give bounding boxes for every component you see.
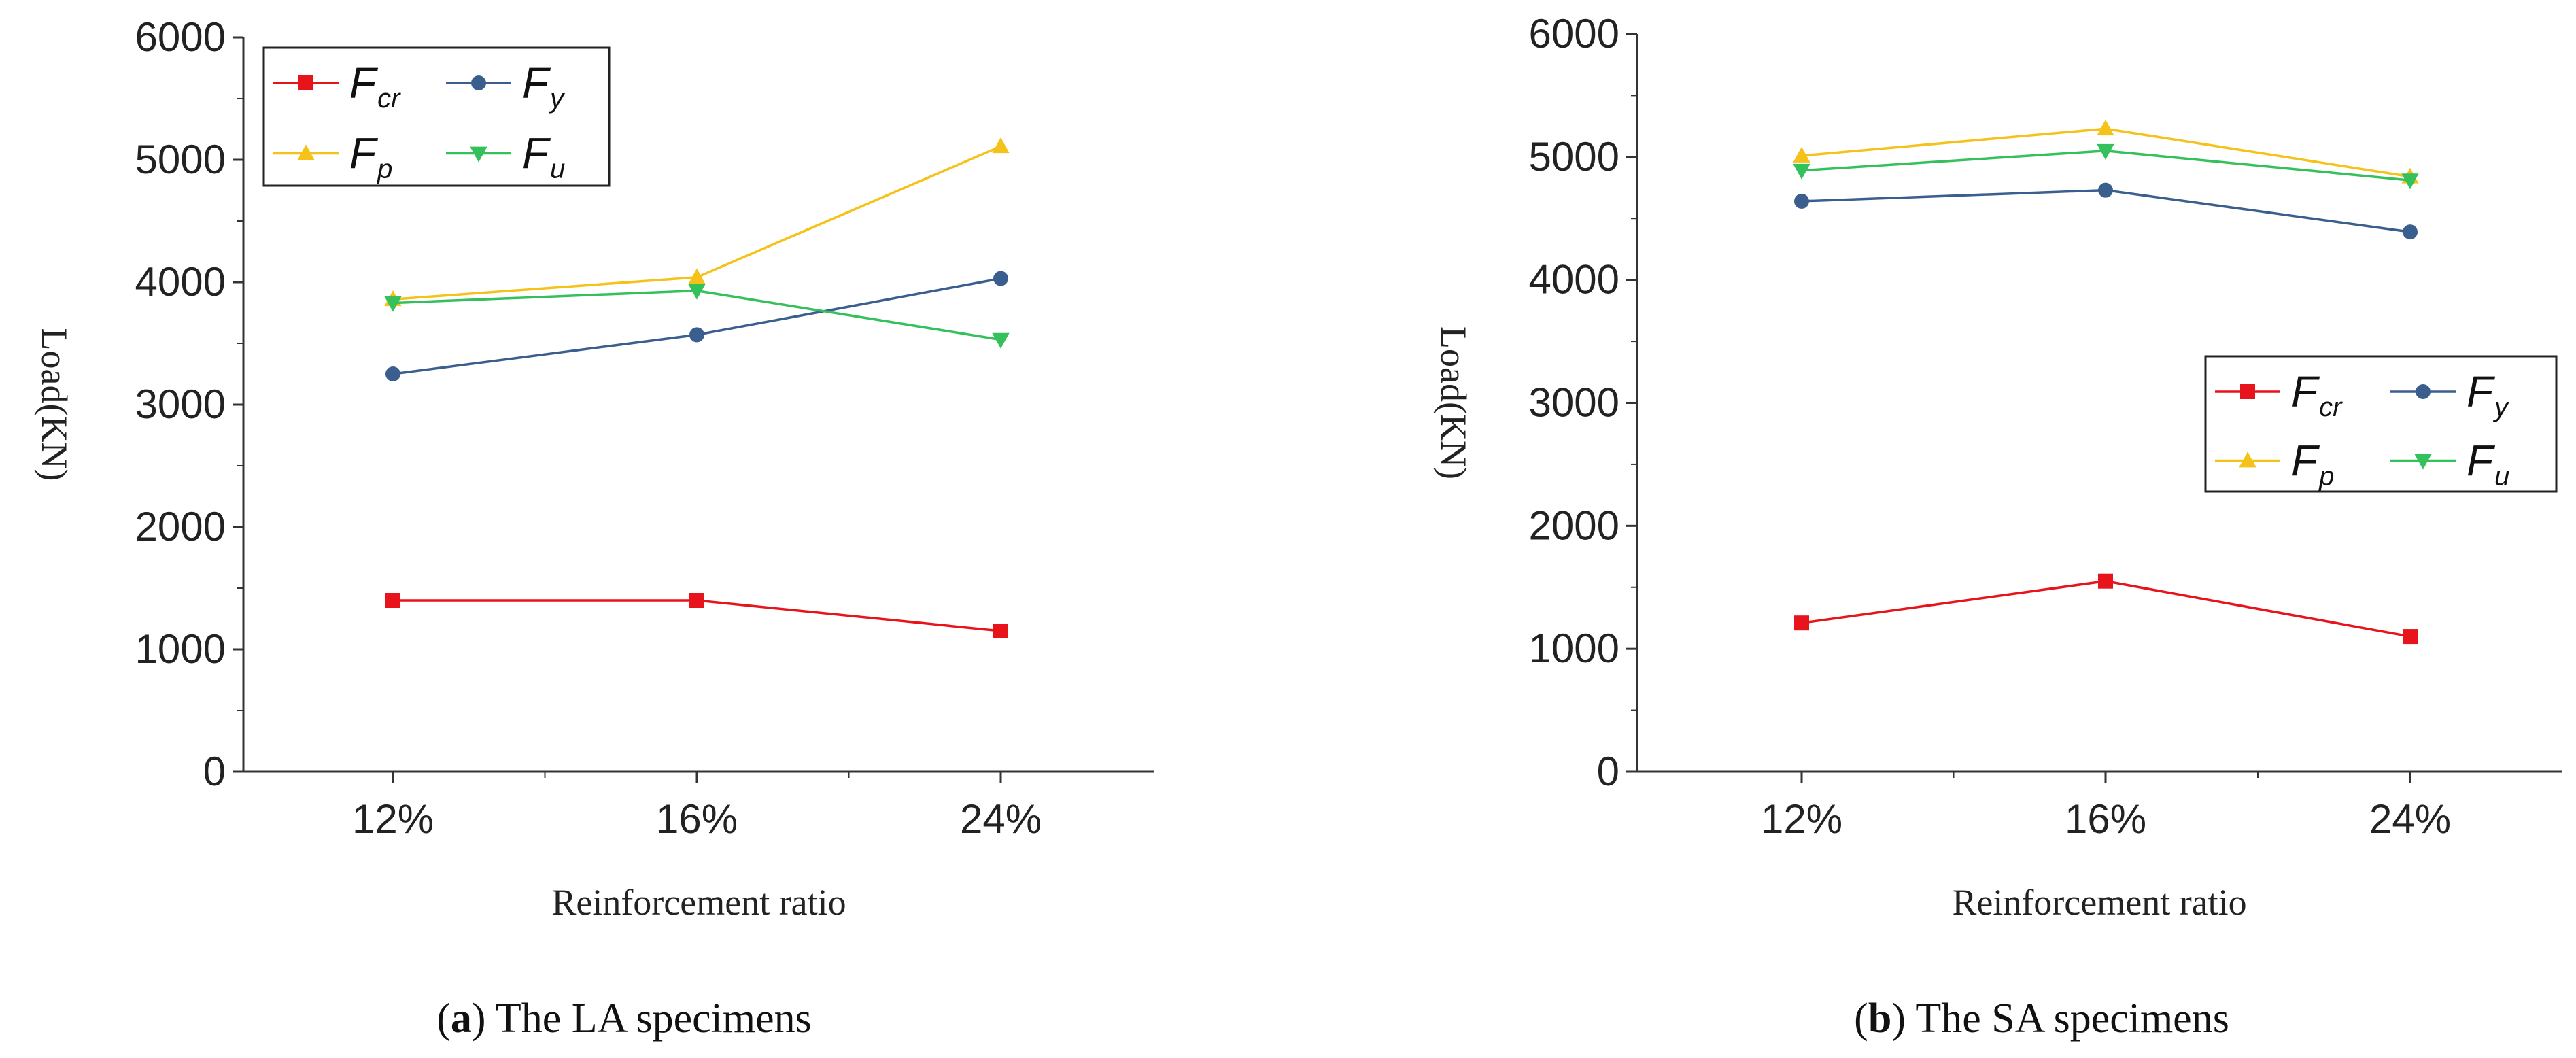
y-axis-title: Load(KN): [1433, 326, 1474, 479]
x-tick-label: 16%: [656, 796, 738, 842]
y-tick-label: 2000: [1529, 502, 1619, 548]
x-tick-label: 24%: [960, 796, 1042, 842]
y-axis-title: Load(KN): [34, 328, 75, 481]
data-point-fp: [1793, 146, 1810, 163]
y-tick-label: 1000: [135, 626, 226, 672]
y-tick-label: 2000: [135, 504, 226, 549]
x-tick-label: 12%: [1761, 796, 1842, 842]
data-point-fy: [1794, 193, 1809, 209]
legend-label: Fp: [349, 129, 392, 184]
legend-label: Fp: [2291, 437, 2334, 492]
x-tick-label: 24%: [2369, 796, 2451, 842]
x-tick-label: 16%: [2065, 796, 2146, 842]
chart-panel-b: 0 1000 2000 3000 4000 5000 6000 12% 16% 24% Reinfo…: [1433, 11, 2562, 1042]
data-point-fu: [688, 284, 706, 300]
y-tick-label: 6000: [135, 14, 226, 60]
legend-box: [262, 46, 611, 187]
panel-caption: (b) The SA specimens: [1854, 995, 2229, 1042]
x-tick-label: 12%: [352, 796, 434, 842]
data-point-fp: [2097, 120, 2114, 136]
legend-label: Fy: [2467, 367, 2510, 422]
y-tick-label: 3000: [1529, 380, 1619, 426]
data-point-fcr: [385, 593, 400, 608]
y-tick-label: 0: [203, 749, 226, 794]
legend-label: Fu: [522, 129, 565, 184]
legend-marker: [2414, 454, 2432, 470]
data-point-fy: [2098, 182, 2113, 198]
y-tick-label: 4000: [135, 259, 226, 305]
legend-label: Fcr: [349, 58, 401, 114]
legend-marker: [2239, 451, 2256, 468]
y-tick-label: 5000: [1529, 134, 1619, 180]
data-point-fcr: [993, 624, 1008, 638]
y-tick-label: 4000: [1529, 257, 1619, 303]
legend-marker: [2416, 384, 2431, 399]
data-point-fu: [2097, 143, 2114, 160]
series-line-fcr: [1801, 579, 2411, 638]
legend: Fcr Fy Fp Fu: [2204, 355, 2558, 493]
data-point-fu: [2401, 173, 2419, 190]
panel-caption: (a) The LA specimens: [436, 995, 812, 1042]
y-tick-label: 0: [1597, 749, 1619, 794]
y-tick-label: 3000: [135, 381, 226, 427]
y-tick-label: 6000: [1529, 11, 1619, 56]
legend-marker: [471, 75, 486, 90]
data-point-fy: [993, 271, 1008, 286]
data-point-fcr: [2403, 629, 2418, 645]
legend-marker: [297, 144, 315, 160]
data-point-fcr: [1794, 615, 1809, 631]
legend-marker: [470, 146, 487, 163]
legend-box: [2204, 355, 2558, 493]
data-point-fu: [1793, 163, 1810, 180]
data-point-fcr: [689, 593, 704, 608]
legend: Fcr Fy Fp Fu: [262, 46, 611, 187]
y-tick-label: 5000: [135, 137, 226, 182]
x-axis-title: Reinforcement ratio: [1952, 882, 2246, 923]
data-point-fu: [384, 296, 402, 312]
data-point-fcr: [2098, 573, 2113, 589]
legend-label: Fy: [522, 58, 566, 114]
legend-marker: [2240, 384, 2255, 399]
data-point-fp: [992, 137, 1010, 154]
data-point-fp: [688, 268, 706, 284]
x-axis-title: Reinforcement ratio: [551, 882, 846, 923]
data-point-fy: [2403, 224, 2418, 240]
data-point-fu: [992, 332, 1010, 349]
legend-label: Fcr: [2291, 367, 2343, 422]
data-point-fy: [385, 366, 400, 381]
chart-panel-a: 0 1000 2000 3000 4000 5000 6000 12% 16% 24% Reinfo…: [34, 14, 1154, 1042]
legend-label: Fu: [2467, 437, 2509, 492]
y-tick-label: 1000: [1529, 626, 1619, 671]
legend-marker: [298, 75, 313, 90]
data-point-fy: [689, 327, 704, 343]
